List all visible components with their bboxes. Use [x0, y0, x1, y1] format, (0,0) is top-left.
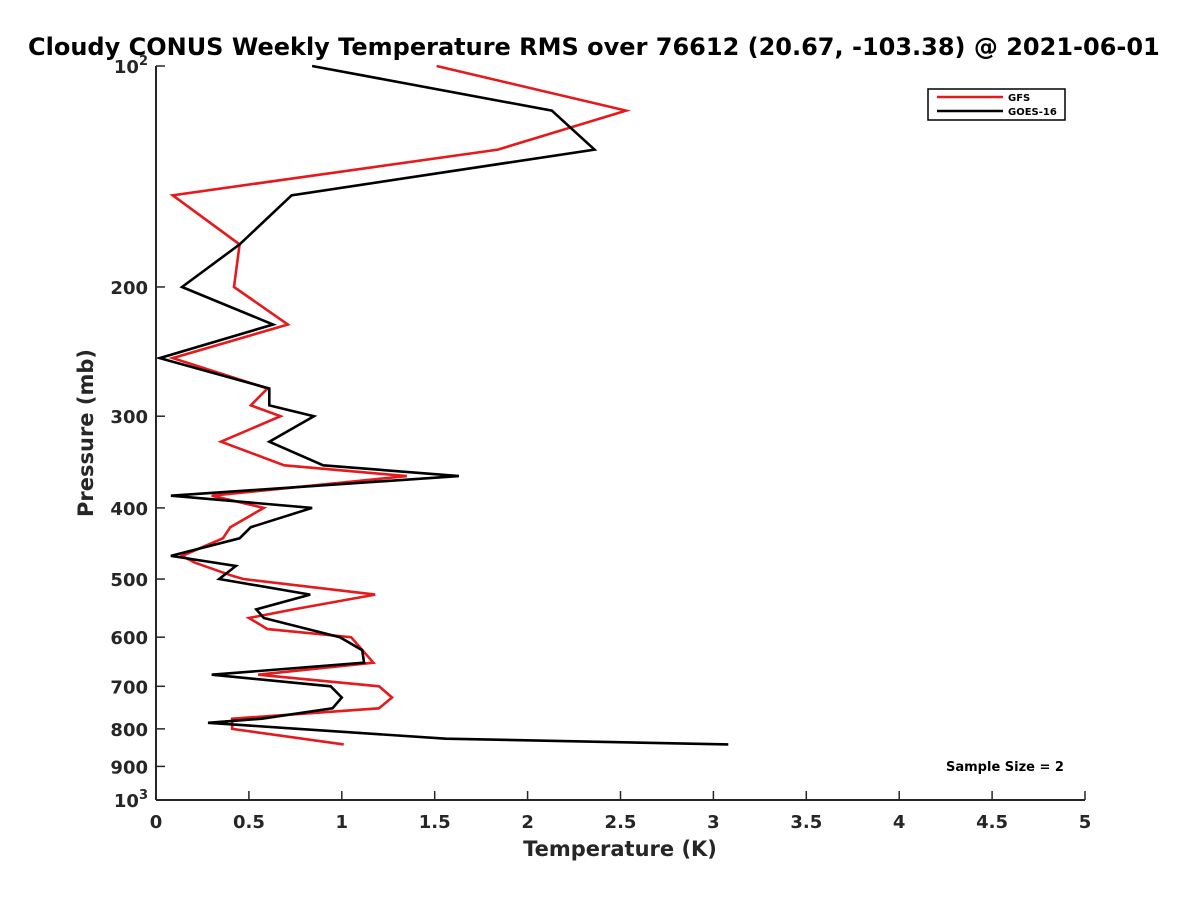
y-tick-label: 800	[110, 720, 148, 741]
y-tick-label: 102	[114, 54, 148, 78]
series-lines	[154, 64, 729, 746]
x-tick-label: 2.5	[605, 812, 637, 833]
y-tick-label: 400	[110, 499, 148, 520]
series-line-1	[154, 64, 729, 746]
x-tick-label: 1.5	[419, 812, 451, 833]
chart-title: Cloudy CONUS Weekly Temperature RMS over…	[28, 33, 1160, 61]
x-tick-label: 3	[707, 812, 720, 833]
y-axis-label: Pressure (mb)	[74, 349, 98, 517]
x-axis-label: Temperature (K)	[523, 837, 717, 861]
x-axis-ticks: 0 0.5 1 1.5 2 2.5 3 3.5 4 4.5 5	[150, 791, 1092, 833]
legend: GFS GOES-16	[927, 88, 1066, 121]
y-tick-label: 500	[110, 570, 148, 591]
x-tick-label: 0.5	[233, 812, 265, 833]
x-tick-label: 1	[336, 812, 349, 833]
y-tick-label: 103	[114, 788, 148, 812]
legend-label: GFS	[1008, 93, 1030, 104]
y-tick-label: 300	[110, 407, 148, 428]
x-tick-label: 3.5	[790, 812, 822, 833]
y-tick-label: 600	[110, 628, 148, 649]
x-tick-label: 2	[521, 812, 534, 833]
x-tick-label: 5	[1079, 812, 1092, 833]
legend-box	[927, 88, 1066, 121]
series-line-0	[168, 64, 632, 746]
y-axis-ticks: 102 200 300 400 500 600 700 800 900 103	[110, 54, 165, 812]
x-tick-label: 0	[150, 812, 163, 833]
x-tick-label: 4.5	[976, 812, 1008, 833]
x-tick-label: 4	[893, 812, 906, 833]
y-tick-label: 200	[110, 278, 148, 299]
sample-size-annotation: Sample Size = 2	[946, 760, 1064, 775]
legend-label: GOES-16	[1008, 107, 1057, 118]
y-tick-label: 900	[110, 757, 148, 778]
y-tick-label: 700	[110, 677, 148, 698]
